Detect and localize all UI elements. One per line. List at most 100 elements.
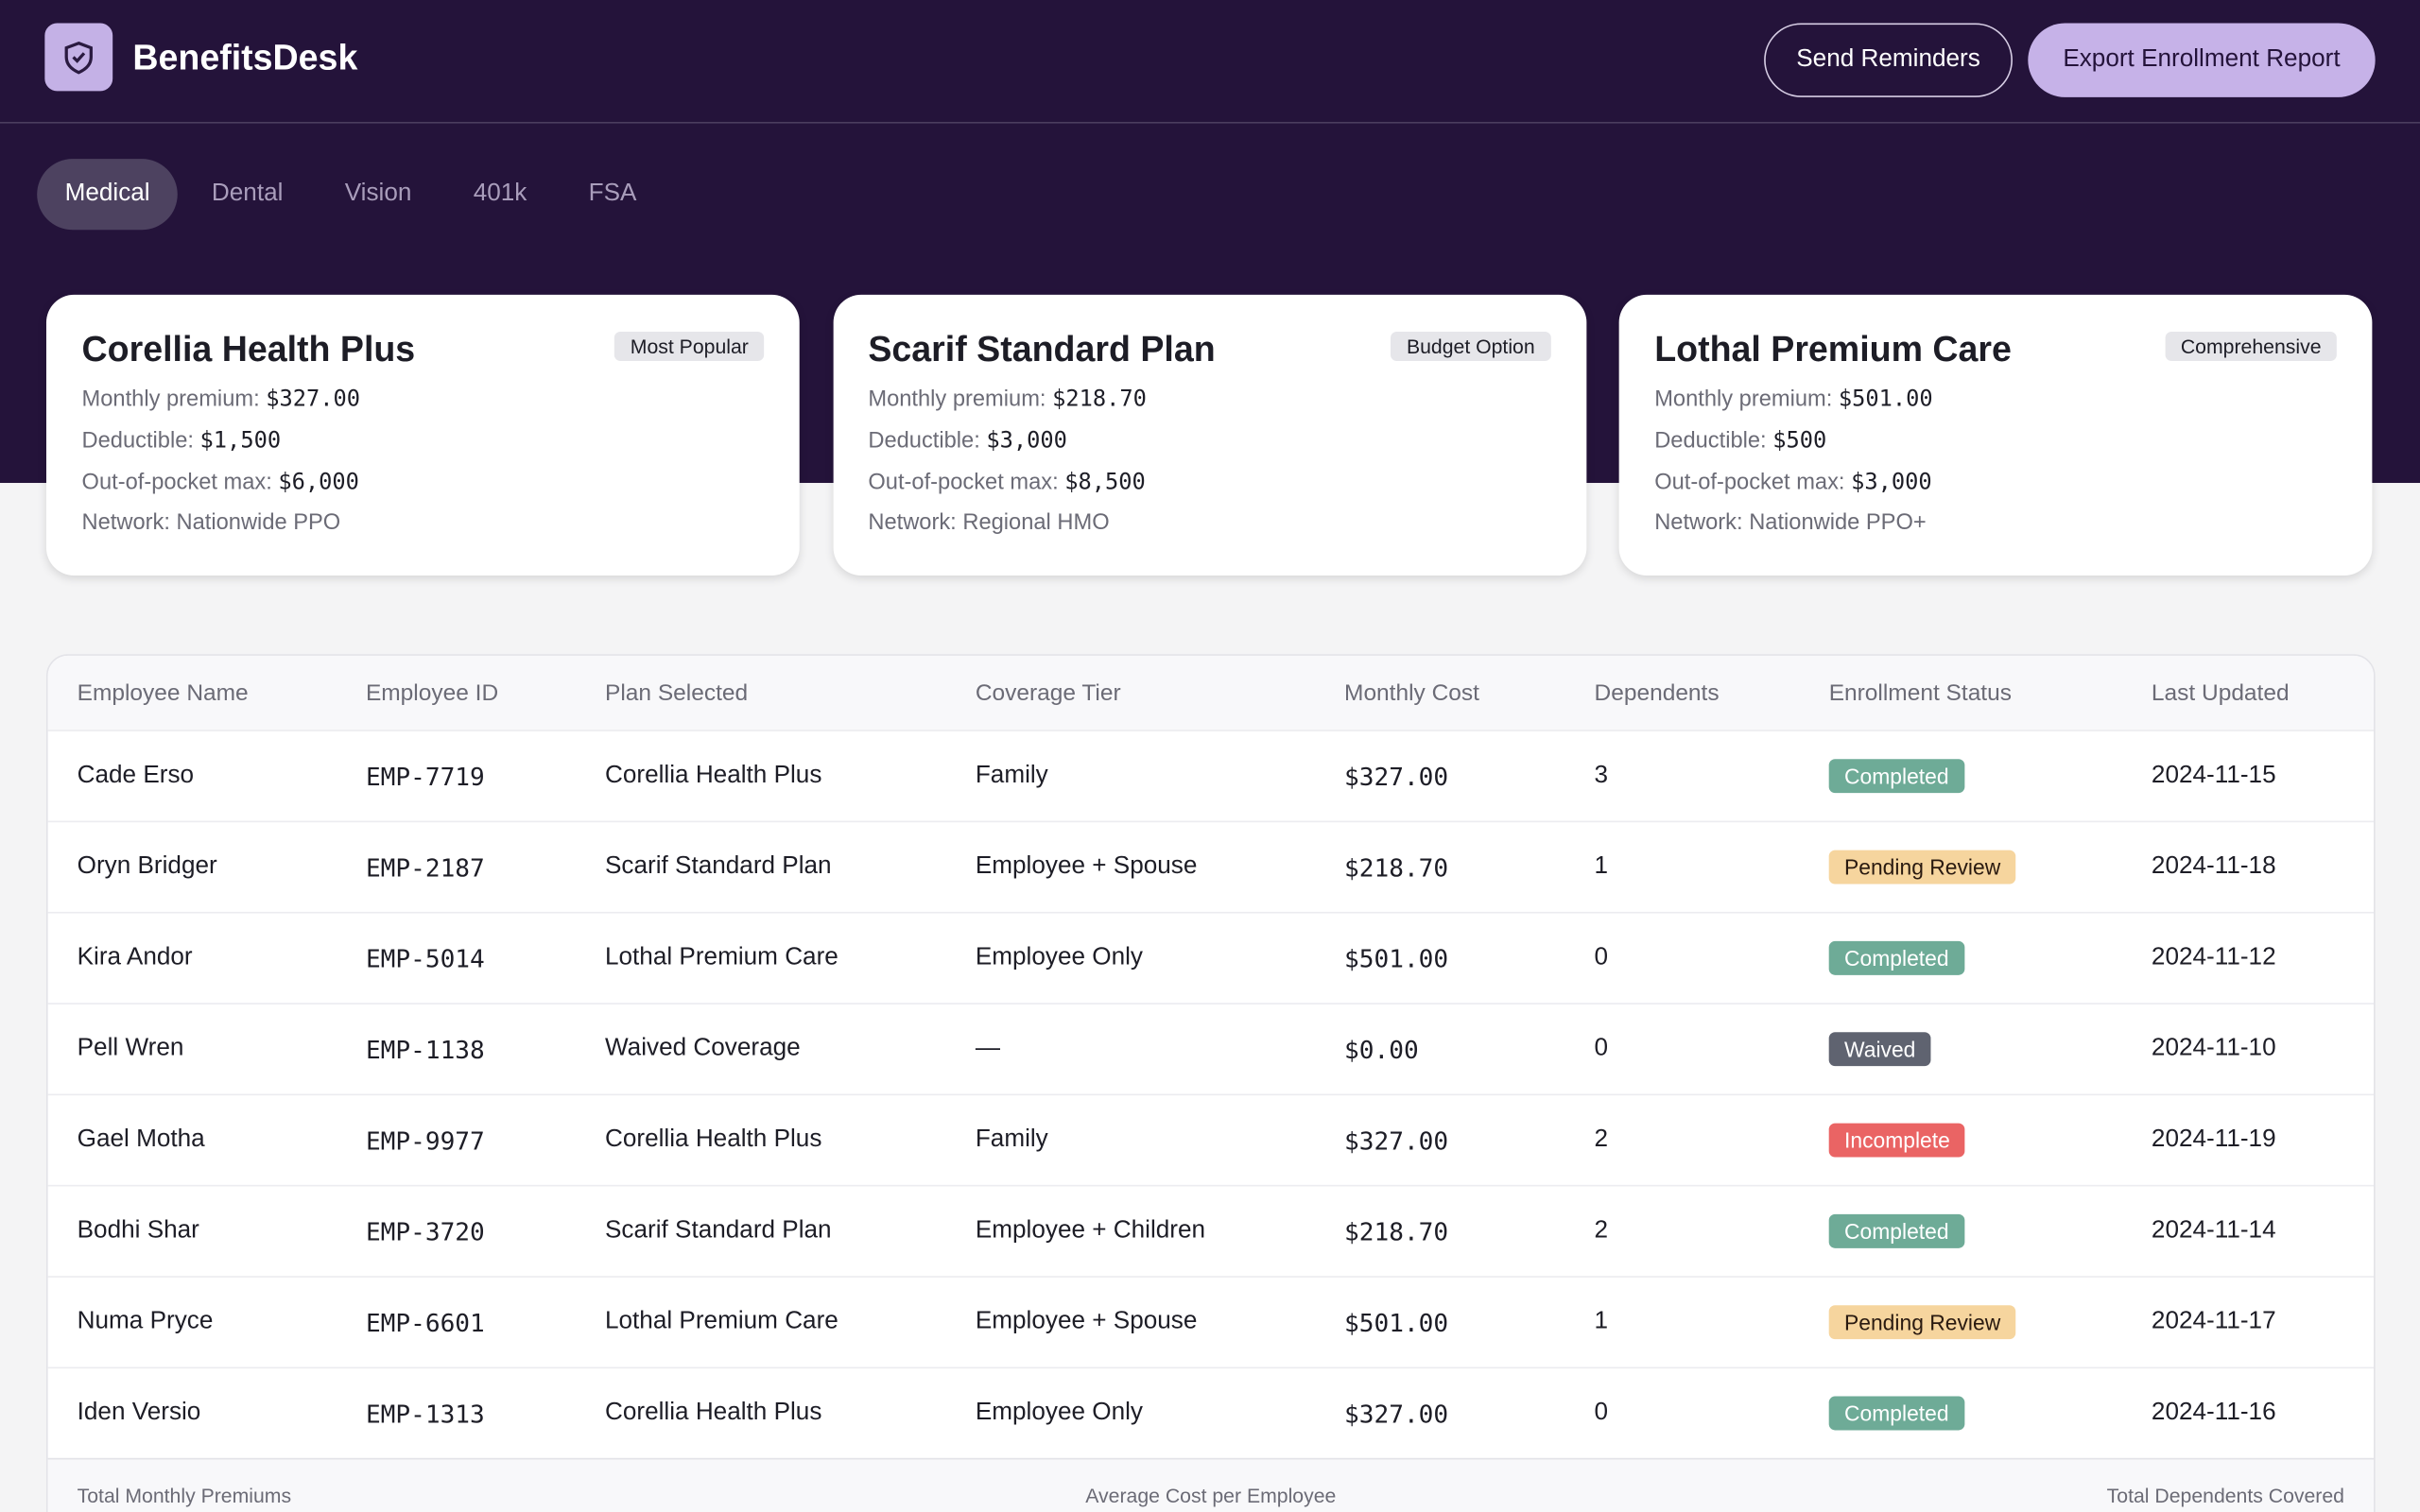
table-row: Pell Wren EMP-1138 Waived Coverage — $0.00 0 W… <box>47 1005 2375 1096</box>
tab[interactable]: Dental <box>211 180 284 207</box>
table-cell: $218.70 <box>1344 1216 1449 1246</box>
status-pill: Completed <box>1828 759 1964 794</box>
table-cell: $327.00 <box>1344 761 1449 791</box>
plan-name: Lothal Premium Care <box>1654 328 2012 369</box>
plan-field: Network: Regional HMO <box>868 504 1550 545</box>
table-cell: Corellia Health Plus <box>604 1125 822 1153</box>
status-cell: Incomplete <box>1800 1095 2122 1185</box>
table-cell: 2024-11-15 <box>2151 762 2276 789</box>
table-cell: EMP-2187 <box>365 852 485 883</box>
field-label: Deductible: <box>81 428 194 454</box>
table-cell: Employee + Children <box>975 1217 1206 1244</box>
status-pill: Completed <box>1828 1396 1964 1431</box>
table-cell: Employee Only <box>975 944 1143 971</box>
table-cell: 2024-11-16 <box>2151 1399 2276 1426</box>
table-cell: 2 <box>1594 1125 1609 1153</box>
field-value: Nationwide PPO <box>176 511 341 537</box>
plan-field: Monthly premium: $218.70 <box>868 380 1550 421</box>
table-cell: Pell Wren <box>77 1035 184 1062</box>
table-cell: Employee + Spouse <box>975 1308 1198 1335</box>
field-label: Out-of-pocket max: <box>868 470 1059 495</box>
field-value: $3,000 <box>1851 470 1932 495</box>
tab[interactable]: FSA <box>588 180 637 207</box>
table-cell: 1 <box>1594 852 1609 880</box>
brand: BenefitsDesk <box>132 37 358 77</box>
table-cell: 2024-11-18 <box>2151 852 2276 880</box>
send-reminders-button[interactable]: Send Reminders <box>1764 23 2013 97</box>
enrollment-table: Employee Name Employee ID Plan Selected Cov… <box>45 654 2376 1512</box>
export-button[interactable]: Export Enrollment Report <box>2028 23 2376 97</box>
tab[interactable]: Vision <box>344 180 412 207</box>
field-label: Out-of-pocket max: <box>81 470 272 495</box>
table-row: Oryn Bridger EMP-2187 Scarif Standard Plan… <box>47 822 2375 914</box>
table-cell: Waived Coverage <box>604 1035 801 1062</box>
table-row: Kira Andor EMP-5014 Lothal Premium Care Emp… <box>47 914 2375 1005</box>
column-header: Enrollment Status <box>1828 679 2012 706</box>
column-header: Employee Name <box>77 679 249 706</box>
summary-label: Total Monthly Premiums <box>77 1484 292 1508</box>
table-cell: Cade Erso <box>77 762 195 789</box>
table-cell: Corellia Health Plus <box>604 1399 822 1426</box>
table-cell: 2 <box>1594 1217 1609 1244</box>
table-cell: Kira Andor <box>77 944 193 971</box>
logo-icon <box>64 41 93 75</box>
plan-field: Out-of-pocket max: $3,000 <box>1654 462 2337 504</box>
status-pill: Pending Review <box>1828 1305 2016 1340</box>
table-cell: 2024-11-12 <box>2151 944 2276 971</box>
table-row: Iden Versio EMP-1313 Corellia Health Plus E… <box>47 1368 2375 1460</box>
table-cell: $218.70 <box>1344 852 1449 883</box>
table-cell: Family <box>975 762 1048 789</box>
table-row: Gael Motha EMP-9977 Corellia Health Plus Fa… <box>47 1095 2375 1187</box>
summary-label: Average Cost per Employee <box>1085 1484 1337 1508</box>
tab[interactable]: 401k <box>473 180 527 207</box>
table-cell: Employee + Spouse <box>975 852 1198 880</box>
table-cell: Scarif Standard Plan <box>604 852 832 880</box>
table-cell: Gael Motha <box>77 1125 205 1153</box>
column-header: Plan Selected <box>604 679 749 706</box>
table-summary: Total Monthly Premiums Average Cost per E… <box>47 1457 2375 1512</box>
table-cell: 1 <box>1594 1308 1609 1335</box>
plan-name: Scarif Standard Plan <box>868 328 1216 369</box>
logo <box>44 23 113 92</box>
status-pill: Completed <box>1828 940 1964 975</box>
field-label: Out-of-pocket max: <box>1654 470 1845 495</box>
table-cell: EMP-1138 <box>365 1034 485 1064</box>
tabs: Medical Dental Vision 401k FSA <box>37 159 670 231</box>
field-label: Deductible: <box>1654 428 1767 454</box>
status-cell: Completed <box>1800 914 2122 1004</box>
field-value: $3,000 <box>986 428 1067 454</box>
table-header: Employee Name Employee ID Plan Selected Cov… <box>47 655 2375 731</box>
plan-field: Network: Nationwide PPO+ <box>1654 504 2337 545</box>
status-pill: Incomplete <box>1828 1123 1966 1158</box>
table-cell: $0.00 <box>1344 1034 1419 1064</box>
plan-name: Corellia Health Plus <box>81 328 416 369</box>
table-cell: $327.00 <box>1344 1398 1449 1429</box>
plan-badge: Comprehensive <box>2165 332 2337 362</box>
status-cell: Completed <box>1800 1368 2122 1458</box>
table-cell: $501.00 <box>1344 943 1449 973</box>
plan-field: Deductible: $500 <box>1654 421 2337 462</box>
plan-field: Monthly premium: $327.00 <box>82 380 765 421</box>
table-cell: $327.00 <box>1344 1125 1449 1156</box>
table-row: Numa Pryce EMP-6601 Lothal Premium Care Emp… <box>47 1278 2375 1369</box>
table-cell: Bodhi Shar <box>77 1217 199 1244</box>
field-label: Deductible: <box>868 428 980 454</box>
status-cell: Waived <box>1800 1005 2122 1094</box>
field-label: Monthly premium: <box>1654 387 1833 412</box>
table-cell: Lothal Premium Care <box>604 944 838 971</box>
table-cell: $501.00 <box>1344 1307 1449 1337</box>
status-cell: Pending Review <box>1800 1278 2122 1367</box>
table-cell: 2024-11-10 <box>2151 1035 2276 1062</box>
field-value: $501.00 <box>1838 387 1933 412</box>
table-cell: Family <box>975 1125 1048 1153</box>
plan-field: Out-of-pocket max: $6,000 <box>82 462 765 504</box>
status-cell: Completed <box>1800 1187 2122 1277</box>
field-value: $1,500 <box>199 428 282 454</box>
column-header: Monthly Cost <box>1344 679 1479 706</box>
table-cell: 0 <box>1594 1035 1609 1062</box>
field-value: Regional HMO <box>962 511 1110 537</box>
tab[interactable]: Medical <box>37 159 178 231</box>
field-value: Nationwide PPO+ <box>1749 511 1927 537</box>
table-cell: 2024-11-19 <box>2151 1125 2276 1153</box>
